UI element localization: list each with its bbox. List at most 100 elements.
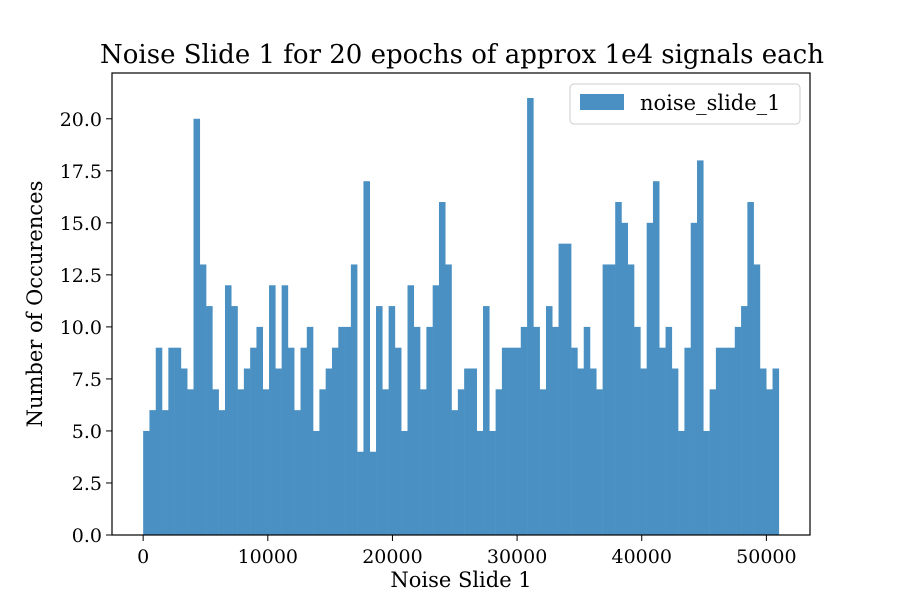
histogram-bar: [357, 451, 364, 535]
histogram-bar: [596, 389, 603, 535]
histogram-bar: [155, 347, 163, 535]
plot-frame: [111, 72, 811, 536]
y-tick-label: 15.0: [60, 213, 102, 235]
histogram-bar: [199, 264, 207, 535]
legend: noise_slide_1: [569, 83, 801, 125]
histogram-bar: [180, 368, 188, 535]
histogram-bar: [401, 430, 408, 535]
x-tick-label: 30000: [487, 546, 547, 568]
histogram-bar: [753, 264, 761, 535]
histogram-bar: [615, 202, 622, 535]
histogram-bar: [703, 430, 710, 535]
histogram-bar: [464, 368, 471, 535]
histogram-bar: [224, 285, 232, 535]
histogram-bar: [741, 306, 748, 535]
histogram-bar: [237, 389, 245, 535]
histogram-bar: [646, 222, 654, 535]
histogram-bar: [457, 389, 465, 535]
histogram-bar: [350, 264, 358, 535]
histogram-bar: [376, 306, 383, 535]
histogram-bar: [206, 306, 213, 535]
histogram-bar: [697, 160, 704, 535]
histogram-bar: [369, 451, 377, 535]
histogram-bar: [602, 264, 610, 535]
histogram-bar: [495, 389, 503, 535]
histogram-bar: [162, 410, 169, 535]
histogram-bar: [281, 285, 289, 535]
histogram-bar: [476, 430, 484, 535]
histogram-bar: [300, 347, 308, 535]
histogram-bar: [747, 202, 754, 535]
histogram-bar: [766, 389, 773, 535]
histogram-bar: [571, 347, 578, 535]
histogram-bar: [678, 430, 685, 535]
histogram-bar: [243, 368, 251, 535]
chart-title: Noise Slide 1 for 20 epochs of approx 1e…: [100, 40, 824, 70]
histogram-bar: [388, 306, 396, 535]
x-tick-label: 0: [137, 546, 149, 568]
y-tick-label: 17.5: [60, 161, 102, 183]
histogram-bar: [520, 326, 528, 535]
histogram-bar: [287, 347, 295, 535]
y-tick-label: 7.5: [72, 369, 102, 391]
histogram-bar: [627, 264, 635, 535]
x-axis-label: Noise Slide 1: [390, 568, 531, 592]
y-tick-label: 20.0: [60, 109, 102, 131]
histogram-bar: [143, 430, 150, 535]
histogram-bar: [382, 389, 389, 535]
histogram-bar: [306, 326, 314, 535]
histogram-bar: [483, 306, 490, 535]
histogram-bar: [514, 347, 522, 535]
histogram-bar: [715, 347, 723, 535]
histogram-bar: [269, 285, 276, 535]
histogram-bar: [734, 326, 742, 535]
histogram-bar: [294, 410, 301, 535]
histogram-bar: [608, 264, 616, 535]
x-tick-label: 20000: [362, 546, 422, 568]
histogram-bar: [445, 264, 452, 535]
histogram-bar: [325, 368, 333, 535]
histogram-bar: [527, 97, 534, 535]
histogram-bar: [590, 368, 597, 535]
histogram-bar: [640, 368, 647, 535]
legend-label: noise_slide_1: [640, 91, 781, 115]
histogram-bar: [545, 306, 553, 535]
histogram-bar: [671, 368, 679, 535]
y-tick-label: 0.0: [72, 525, 102, 547]
histogram-bar: [583, 326, 591, 535]
histogram-bar: [187, 389, 194, 535]
histogram-bar: [344, 326, 352, 535]
y-tick-label: 12.5: [60, 265, 102, 287]
histogram-bar: [684, 347, 691, 535]
histogram-bar: [275, 368, 282, 535]
histogram-bar: [533, 326, 540, 535]
histogram-bar: [438, 202, 446, 535]
histogram-bar: [407, 285, 415, 535]
histogram-bar: [659, 347, 666, 535]
histogram-bar: [508, 347, 515, 535]
histogram-bar: [432, 285, 440, 535]
histogram-bar: [193, 118, 201, 535]
histogram-bar: [426, 326, 433, 535]
histogram-bar: [218, 410, 226, 535]
y-tick-label: 2.5: [72, 473, 102, 495]
histogram-bar: [149, 410, 156, 535]
histogram-bar: [470, 368, 477, 535]
x-tick-label: 40000: [612, 546, 672, 568]
y-axis-ticks: 0.0 2.5 5.0 7.5 10.0 12.5 15.0 17.5 20.0: [60, 109, 112, 547]
histogram-bar: [621, 222, 629, 535]
y-axis-label: Number of Occurences: [23, 181, 47, 428]
histogram-bar: [338, 326, 345, 535]
histogram-bar: [564, 243, 572, 535]
histogram-bar: [413, 326, 421, 535]
histogram-bar: [690, 222, 698, 535]
plot-area: 0 10000 20000 30000 40000 50000 0.0 2.5 5.0 7.5 1…: [60, 72, 811, 568]
histogram-bar: [256, 326, 263, 535]
y-tick-label: 10.0: [60, 317, 102, 339]
histogram-bar: [558, 243, 566, 535]
histogram-bar: [420, 389, 427, 535]
histogram-bar: [394, 347, 402, 535]
histogram-bar: [772, 368, 780, 535]
histogram-bar: [652, 181, 660, 535]
